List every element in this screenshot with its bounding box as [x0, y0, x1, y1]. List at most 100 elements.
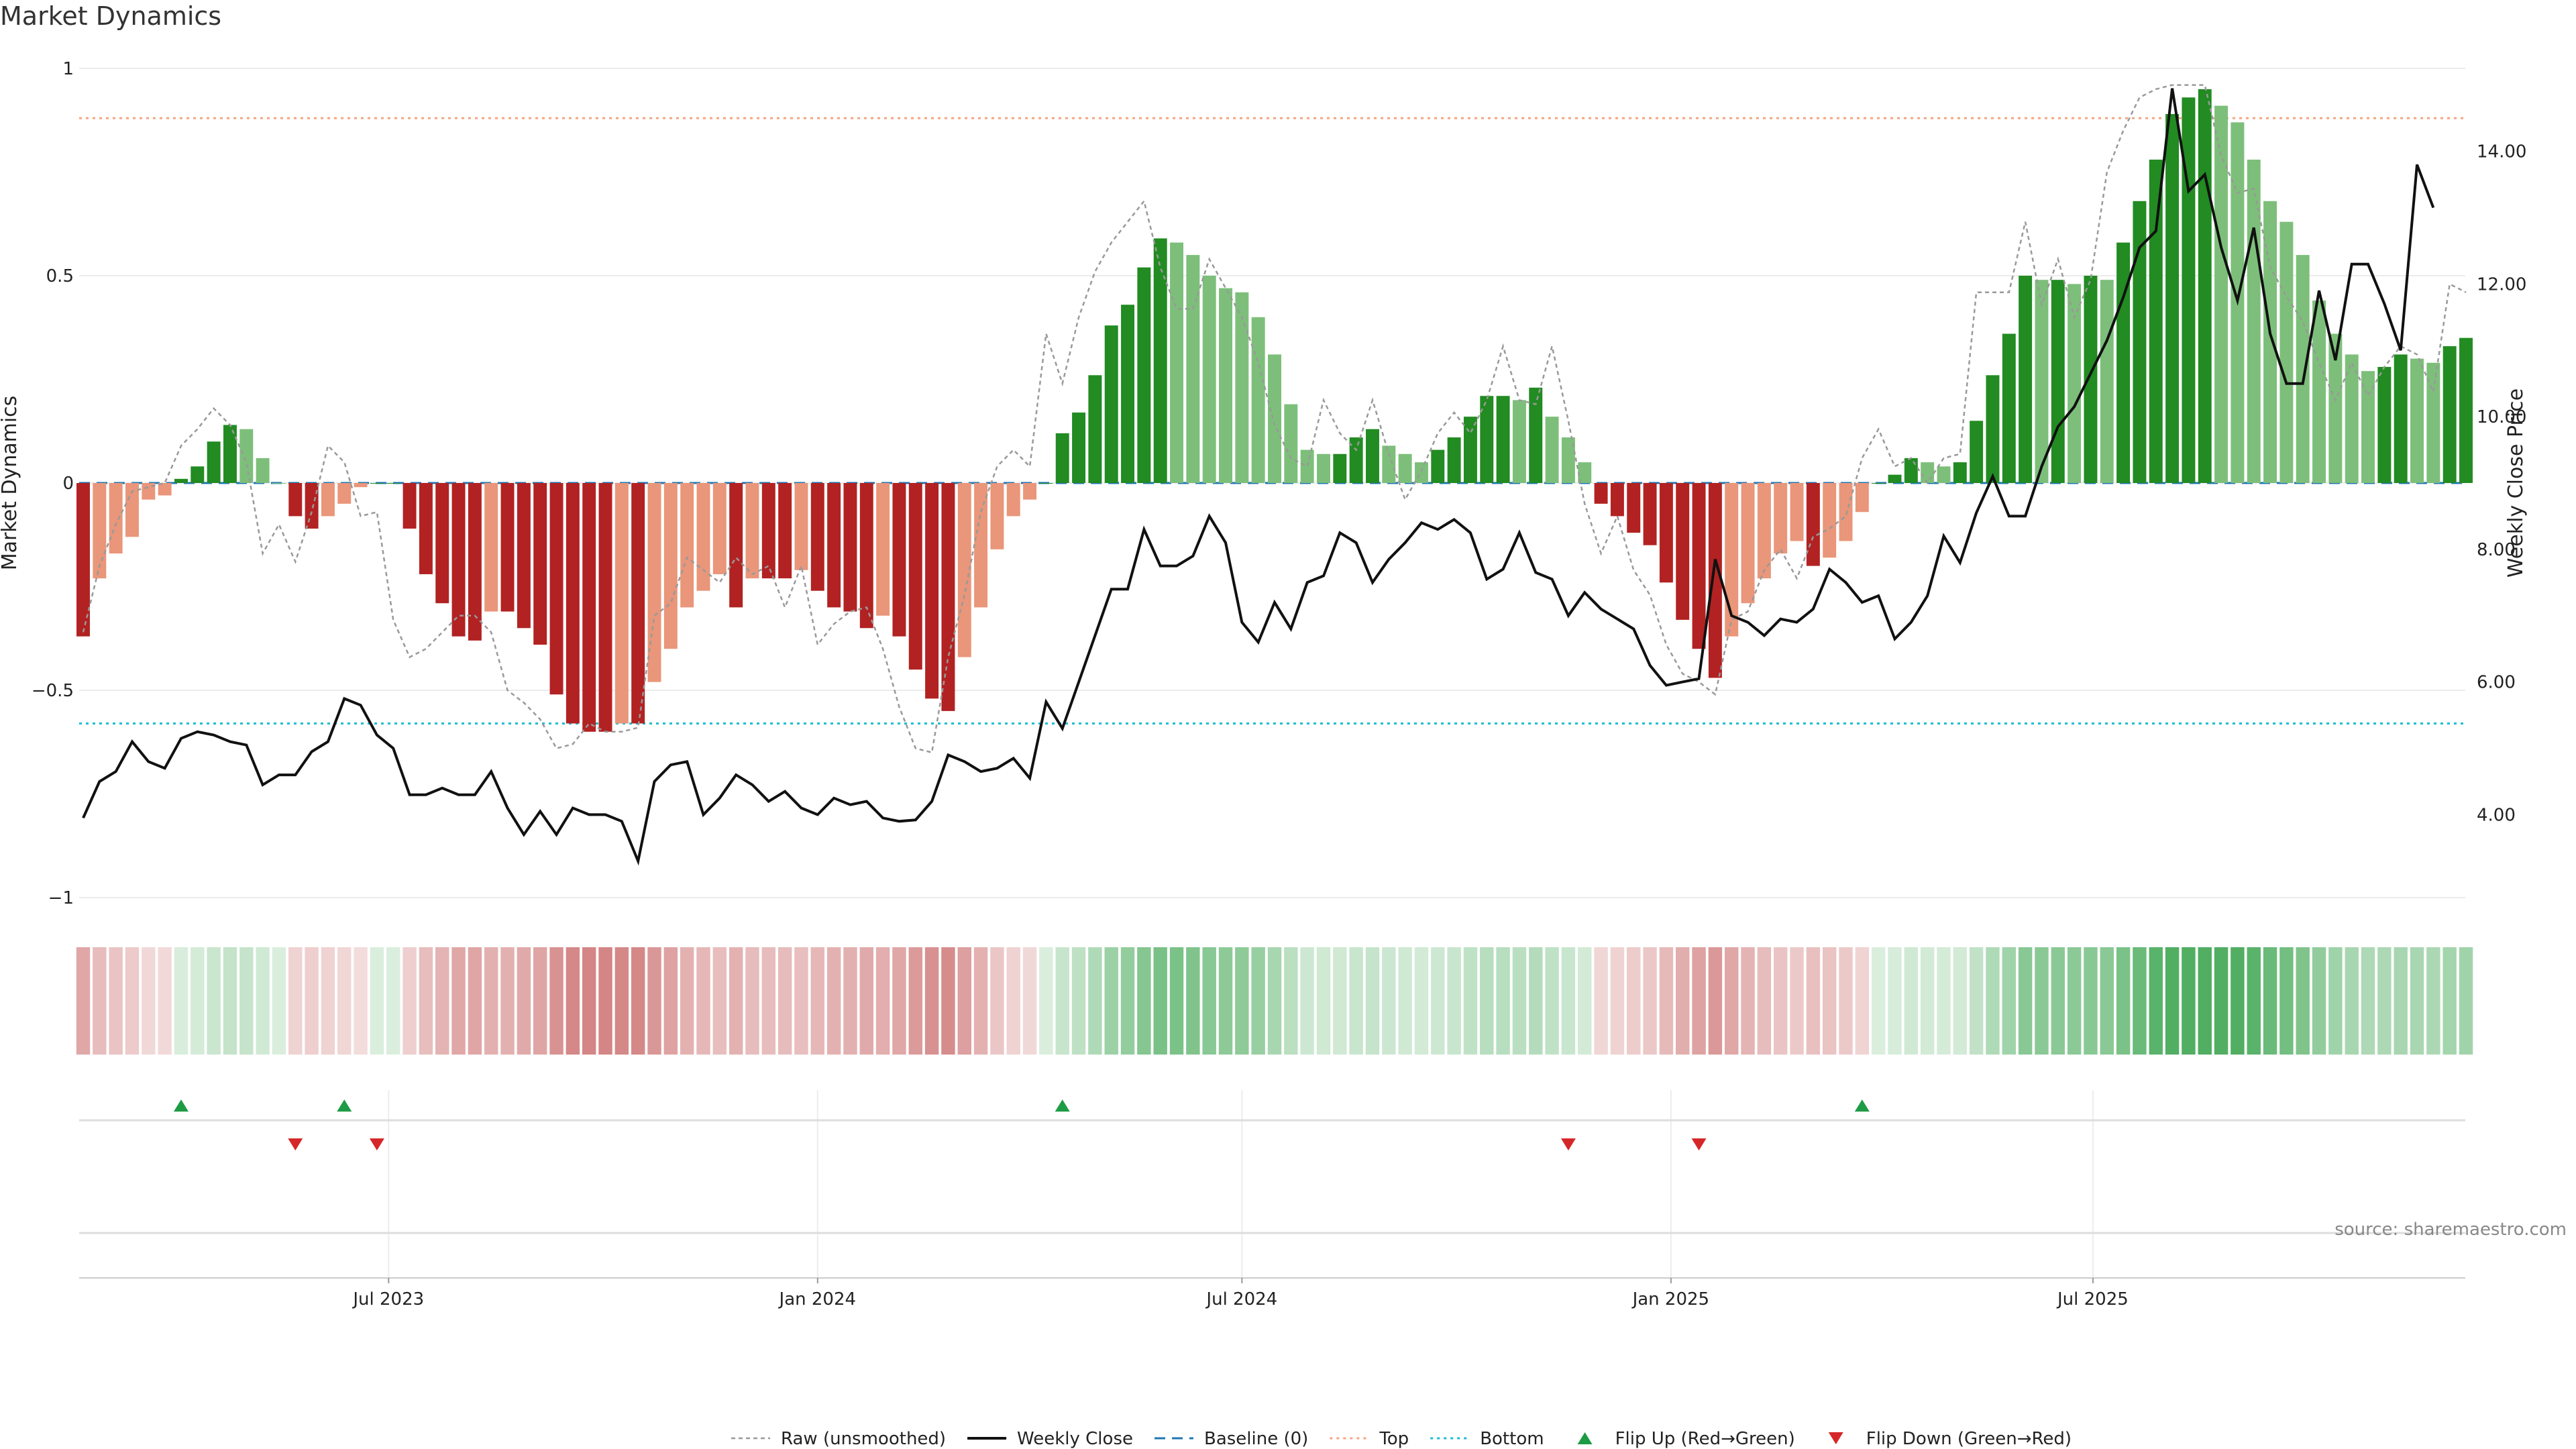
- heat-cell: [1186, 947, 1200, 1055]
- dynamics-bar: [1104, 325, 1118, 483]
- weekly-close-line: [82, 88, 2435, 866]
- heat-cell: [859, 947, 873, 1055]
- dynamics-bar: [207, 441, 221, 483]
- heat-cell: [2426, 947, 2440, 1055]
- dynamics-bar: [1806, 483, 1820, 566]
- dynamics-bar: [631, 483, 645, 724]
- heat-cell: [1169, 947, 1184, 1055]
- heat-cell: [566, 947, 580, 1055]
- heat-cell: [1643, 947, 1657, 1055]
- dynamics-bar: [1561, 437, 1575, 483]
- dynamics-bar: [794, 483, 808, 570]
- legend-flipdown-swatch: [1828, 1432, 1843, 1444]
- heat-cell: [745, 947, 759, 1055]
- heat-cell: [435, 947, 449, 1055]
- heat-cell: [1790, 947, 1804, 1055]
- heat-cell: [1545, 947, 1559, 1055]
- heat-cell: [2084, 947, 2098, 1055]
- dynamics-bar: [239, 429, 254, 483]
- dynamics-bar: [549, 483, 564, 695]
- dynamics-bar: [908, 483, 922, 670]
- heat-cell: [1398, 947, 1412, 1055]
- dynamics-bar: [1921, 462, 1935, 483]
- y-axis-label: Market Dynamics: [0, 396, 21, 571]
- heat-cell: [1741, 947, 1755, 1055]
- dynamics-bar: [1496, 396, 1510, 483]
- dynamics-bar: [1219, 288, 1232, 483]
- dynamics-bar: [2361, 371, 2375, 483]
- heat-cell: [402, 947, 417, 1055]
- heat-cell: [370, 947, 384, 1055]
- dynamics-bar: [1708, 483, 1722, 678]
- dynamics-bar: [974, 483, 988, 608]
- dynamics-bar: [2100, 280, 2114, 483]
- heat-cell: [1512, 947, 1527, 1055]
- heat-cell: [468, 947, 482, 1055]
- heat-cell: [1871, 947, 1886, 1055]
- dynamics-bar: [2116, 242, 2131, 483]
- heat-cell: [1496, 947, 1510, 1055]
- dynamics-bar: [2328, 333, 2343, 483]
- heat-cell: [1839, 947, 1853, 1055]
- heat-cell: [500, 947, 515, 1055]
- heat-cell: [647, 947, 661, 1055]
- heat-cell: [2214, 947, 2229, 1055]
- heat-cell: [2443, 947, 2457, 1055]
- dynamics-bar: [1382, 445, 1396, 483]
- flip-up-marker: [1055, 1099, 1070, 1112]
- heat-cell: [1888, 947, 1902, 1055]
- flip-up-marker: [1854, 1099, 1870, 1112]
- heat-cell: [2198, 947, 2212, 1055]
- heat-cell: [1039, 947, 1053, 1055]
- heat-strip: [76, 947, 2473, 1055]
- dynamics-bar: [2443, 346, 2457, 483]
- dynamics-bar: [191, 466, 205, 483]
- dynamics-bar: [1447, 437, 1461, 483]
- heat-cell: [1806, 947, 1821, 1055]
- dynamics-bar: [2279, 221, 2294, 483]
- dynamics-bar: [582, 483, 596, 732]
- dynamics-bar: [1578, 462, 1592, 483]
- dynamics-bar: [1757, 483, 1771, 579]
- heat-cell: [1659, 947, 1674, 1055]
- dynamics-bar: [1365, 429, 1379, 483]
- dynamics-bar: [1725, 483, 1739, 637]
- heat-cell: [207, 947, 221, 1055]
- heat-cell: [1953, 947, 1968, 1055]
- x-axis-ticks: Jul 2023 Jan 2024 Jul 2024 Jan 2025 Jul 2025: [352, 1278, 2129, 1309]
- heat-cell: [1104, 947, 1118, 1055]
- legend-label: Flip Down (Green→Red): [1866, 1429, 2072, 1449]
- dynamics-bar: [305, 483, 319, 529]
- dynamics-bar: [1790, 483, 1804, 541]
- dynamics-bar: [500, 483, 515, 612]
- dynamics-bar: [223, 425, 237, 483]
- dynamics-bar: [1986, 375, 2000, 483]
- dynamics-bar: [2296, 255, 2310, 483]
- heat-cell: [1904, 947, 1919, 1055]
- legend-flipup-swatch: [1577, 1432, 1593, 1444]
- dynamics-bar: [859, 483, 873, 629]
- dynamics-bar: [1872, 483, 1886, 484]
- heat-cell: [957, 947, 971, 1055]
- heat-cell: [2279, 947, 2294, 1055]
- heat-cell: [305, 947, 319, 1055]
- heat-cell: [663, 947, 678, 1055]
- heat-cell: [582, 947, 596, 1055]
- dynamics-bar: [1202, 276, 1216, 483]
- dynamics-bar: [1414, 462, 1428, 483]
- flip-down-marker: [369, 1138, 384, 1150]
- heat-cell: [1022, 947, 1037, 1055]
- dynamics-bar: [1006, 483, 1020, 517]
- heat-cell: [1202, 947, 1216, 1055]
- dynamics-bar: [1643, 483, 1657, 545]
- heat-cell: [2149, 947, 2163, 1055]
- heat-cell: [142, 947, 156, 1055]
- dynamics-bar: [2214, 105, 2229, 483]
- dynamics-bar: [484, 483, 498, 612]
- legend-item-top: Top: [1330, 1429, 1409, 1449]
- y-tick-label: 0: [62, 474, 74, 494]
- legend-item-bottom: Bottom: [1430, 1429, 1544, 1449]
- dynamics-bar: [1284, 404, 1298, 483]
- heat-cell: [2002, 947, 2017, 1055]
- heat-cell: [1251, 947, 1265, 1055]
